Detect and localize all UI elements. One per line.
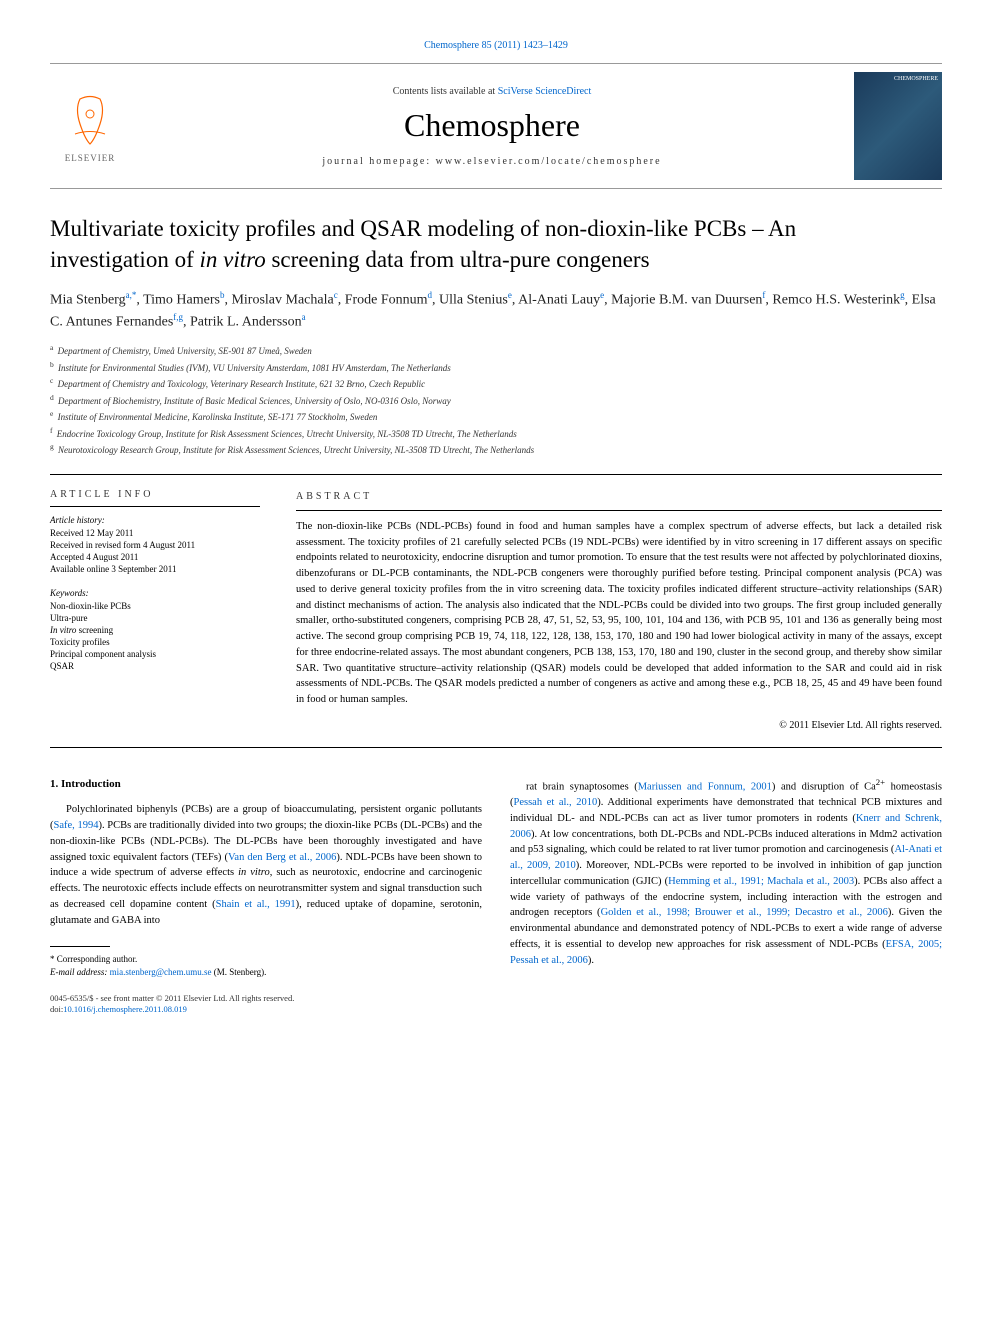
journal-cover-thumbnail: CHEMOSPHERE	[854, 72, 942, 180]
article-info-sidebar: ARTICLE INFO Article history: Received 1…	[50, 475, 278, 747]
keyword-item: QSAR	[50, 661, 260, 671]
keyword-item: In vitro screening	[50, 625, 260, 635]
affiliation-item: c Department of Chemistry and Toxicology…	[50, 375, 942, 392]
intro-paragraph-1: Polychlorinated biphenyls (PCBs) are a g…	[50, 802, 482, 928]
contents-line: Contents lists available at SciVerse Sci…	[130, 86, 854, 97]
affiliation-item: d Department of Biochemistry, Institute …	[50, 392, 942, 409]
author-list: Mia Stenberga,*, Timo Hamersb, Miroslav …	[50, 289, 942, 332]
sciencedirect-link[interactable]: SciVerse ScienceDirect	[498, 86, 592, 97]
footnote-separator	[50, 946, 110, 947]
citation-link[interactable]: Chemosphere 85 (2011) 1423–1429	[424, 40, 568, 51]
intro-paragraph-2: rat brain synaptosomes (Mariussen and Fo…	[510, 776, 942, 969]
copyright-line: © 2011 Elsevier Ltd. All rights reserved…	[296, 718, 942, 733]
doi-link[interactable]: 10.1016/j.chemosphere.2011.08.019	[63, 1004, 187, 1014]
citation-header: Chemosphere 85 (2011) 1423–1429	[50, 40, 942, 51]
keyword-item: Non-dioxin-like PCBs	[50, 601, 260, 611]
abstract-header: ABSTRACT	[296, 489, 942, 511]
homepage-url[interactable]: www.elsevier.com/locate/chemosphere	[436, 156, 662, 167]
keyword-item: Ultra-pure	[50, 613, 260, 623]
history-item: Received 12 May 2011	[50, 528, 260, 538]
abstract-text: The non-dioxin-like PCBs (NDL-PCBs) foun…	[296, 519, 942, 708]
author-email-link[interactable]: mia.stenberg@chem.umu.se	[110, 967, 212, 977]
affiliation-item: f Endocrine Toxicology Group, Institute …	[50, 425, 942, 442]
keyword-item: Principal component analysis	[50, 649, 260, 659]
column-left: 1. Introduction Polychlorinated biphenyl…	[50, 776, 482, 1016]
history-item: Available online 3 September 2011	[50, 564, 260, 574]
journal-header: ELSEVIER Contents lists available at Sci…	[50, 63, 942, 189]
history-item: Accepted 4 August 2011	[50, 552, 260, 562]
abstract-section: ABSTRACT The non-dioxin-like PCBs (NDL-P…	[278, 475, 942, 747]
history-item: Received in revised form 4 August 2011	[50, 540, 260, 550]
article-title: Multivariate toxicity profiles and QSAR …	[50, 213, 942, 275]
keyword-item: Toxicity profiles	[50, 637, 260, 647]
homepage-line: journal homepage: www.elsevier.com/locat…	[130, 156, 854, 167]
email-note: E-mail address: mia.stenberg@chem.umu.se…	[50, 966, 482, 979]
affiliation-list: a Department of Chemistry, Umeå Universi…	[50, 342, 942, 458]
elsevier-logo: ELSEVIER	[50, 81, 130, 171]
affiliation-item: a Department of Chemistry, Umeå Universi…	[50, 342, 942, 359]
affiliation-item: b Institute for Environmental Studies (I…	[50, 359, 942, 376]
article-info-header: ARTICLE INFO	[50, 489, 260, 507]
affiliation-item: e Institute of Environmental Medicine, K…	[50, 408, 942, 425]
journal-name: Chemosphere	[130, 107, 854, 144]
affiliation-item: g Neurotoxicology Research Group, Instit…	[50, 441, 942, 458]
section-1-header: 1. Introduction	[50, 776, 482, 793]
bottom-meta: 0045-6535/$ - see front matter © 2011 El…	[50, 993, 482, 1017]
column-right: rat brain synaptosomes (Mariussen and Fo…	[510, 776, 942, 1016]
keywords-header: Keywords:	[50, 588, 260, 598]
publisher-name: ELSEVIER	[65, 153, 116, 163]
history-header: Article history:	[50, 515, 260, 525]
body-columns: 1. Introduction Polychlorinated biphenyl…	[50, 776, 942, 1016]
corresponding-author-note: * Corresponding author.	[50, 953, 482, 966]
